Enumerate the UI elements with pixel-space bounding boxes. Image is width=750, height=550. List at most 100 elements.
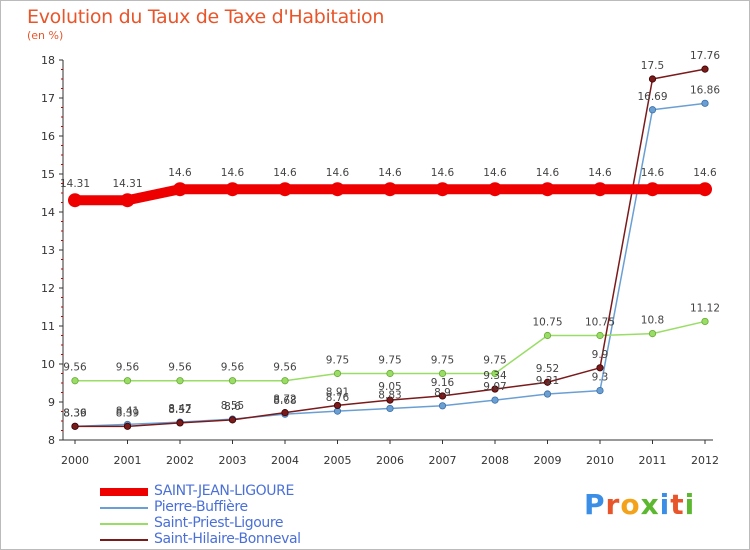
data-label: 8.76	[326, 392, 350, 404]
data-labels-layer: 8.36 8.41 8.47 8.55 8.68 8.76 8.83 8.9 9.079.21 9…	[60, 50, 720, 419]
y-tick-label: 10	[41, 358, 55, 371]
proxiti-logo: Proxiti	[584, 488, 695, 521]
data-point	[701, 317, 709, 326]
data-point	[281, 409, 289, 417]
logo-letter: r	[605, 488, 621, 521]
y-tick-label: 9	[48, 396, 55, 409]
data-point	[491, 369, 499, 378]
data-label: 17.76	[690, 50, 720, 62]
logo-letter: i	[684, 488, 696, 521]
data-point	[596, 386, 604, 395]
data-label: 8.52	[168, 404, 191, 416]
y-tick-label: 16	[41, 130, 55, 143]
data-label: 14.6	[483, 167, 507, 179]
y-tick-label: 17	[41, 92, 55, 105]
logo-letter: i	[659, 488, 671, 521]
x-tick-label: 2001	[114, 454, 142, 467]
data-label: 9.75	[431, 355, 454, 367]
data-label: 14.6	[536, 167, 560, 179]
logo-letter: x	[640, 488, 660, 521]
x-tick-label: 2005	[324, 454, 352, 467]
data-point	[386, 369, 394, 378]
legend-label: SAINT-JEAN-LIGOURE	[154, 483, 294, 499]
data-point	[228, 416, 237, 424]
legend-label: Pierre-Buffière	[154, 499, 248, 515]
data-point	[281, 377, 289, 385]
data-point	[645, 182, 660, 197]
legend-label: Saint-Priest-Ligoure	[154, 515, 284, 531]
x-tick-label: 2008	[481, 454, 509, 467]
legend-label: Saint-Hilaire-Bonneval	[154, 531, 301, 547]
data-label: 9.56	[168, 362, 192, 374]
data-point	[543, 331, 552, 340]
data-label: 17.5	[641, 60, 664, 72]
logo-letter: o	[620, 488, 641, 521]
data-label: 10.75	[585, 317, 615, 329]
y-tick-label: 12	[41, 282, 55, 295]
data-label: 8.47	[168, 403, 191, 415]
x-tick-label: 2002	[166, 454, 194, 467]
data-label: 14.6	[588, 167, 612, 179]
data-point	[71, 377, 79, 385]
x-tick-label: 2006	[376, 454, 404, 467]
data-point	[386, 396, 394, 404]
data-point	[333, 369, 342, 378]
data-label: 14.6	[641, 167, 665, 179]
data-point	[438, 402, 447, 410]
data-point	[543, 378, 552, 386]
data-label: 9.75	[326, 355, 349, 367]
data-label: 14.6	[431, 167, 455, 179]
data-label: 8.36	[63, 407, 87, 419]
data-point	[596, 364, 604, 372]
data-label: 8.9	[434, 387, 451, 399]
chart-subtitle: (en %)	[27, 29, 64, 42]
x-tick-label: 2000	[61, 454, 89, 467]
data-label: 8.91	[326, 386, 349, 398]
x-tick-label: 2010	[586, 454, 614, 467]
y-tick-label: 18	[41, 54, 55, 67]
data-label: 9.21	[536, 375, 559, 387]
data-label: 14.6	[378, 167, 402, 179]
data-label: 16.69	[637, 91, 667, 103]
data-point	[123, 422, 132, 430]
series-layer	[68, 65, 712, 430]
y-tick-label: 8	[48, 434, 55, 447]
data-point	[543, 390, 552, 398]
series-line	[74, 102, 706, 428]
data-label: 9.56	[221, 362, 245, 374]
data-point	[176, 377, 184, 385]
data-point	[173, 182, 187, 197]
data-point	[701, 65, 709, 73]
x-tick-label: 2004	[271, 454, 299, 467]
data-label: 9.56	[63, 362, 87, 374]
legend-swatch	[100, 539, 148, 541]
data-point	[435, 182, 450, 197]
data-label: 10.75	[532, 317, 562, 329]
x-tick-label: 2011	[639, 454, 667, 467]
data-point	[278, 182, 292, 197]
data-point	[701, 99, 709, 107]
data-label: 9.9	[592, 349, 609, 361]
data-point	[438, 392, 447, 400]
data-label: 8.39	[63, 407, 86, 419]
data-label: 14.6	[273, 167, 297, 179]
data-point	[225, 182, 240, 197]
y-tick-label: 13	[41, 244, 55, 257]
data-label: 9.75	[483, 355, 506, 367]
data-label: 14.6	[221, 167, 245, 179]
data-label: 14.6	[168, 167, 192, 179]
data-label: 16.86	[690, 84, 720, 96]
data-point	[68, 193, 82, 208]
data-label: 8.39	[116, 407, 139, 419]
data-label: 8.83	[378, 389, 401, 401]
data-point	[491, 385, 499, 393]
data-label: 9.34	[483, 370, 507, 382]
x-tick-label: 2003	[219, 454, 247, 467]
data-point	[438, 369, 447, 378]
data-label: 8.72	[273, 394, 296, 406]
legend-swatch	[100, 488, 148, 496]
legend-swatch	[100, 507, 148, 509]
data-point	[228, 377, 237, 385]
